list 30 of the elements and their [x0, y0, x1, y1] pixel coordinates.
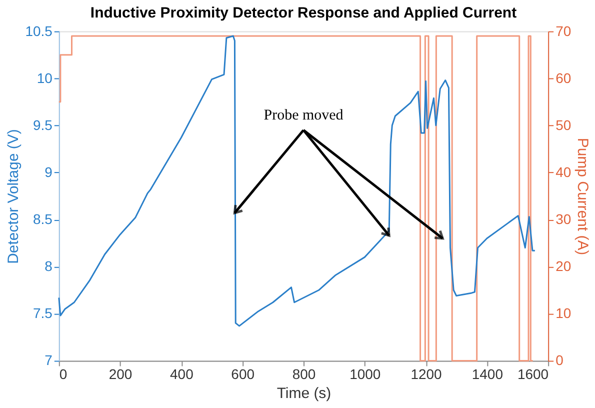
- y-tick-label: 7.5: [32, 305, 53, 322]
- y-tick-label: 9.5: [32, 116, 53, 133]
- y-tick-label: 9: [44, 164, 53, 180]
- y2-tick-label: 0: [556, 352, 564, 368]
- x-tick-label: 400: [170, 366, 194, 382]
- x-tick-label: 200: [108, 366, 132, 382]
- y2-axis-title: Pump Current (A): [574, 138, 592, 256]
- x-tick-label: 1600: [518, 366, 549, 382]
- y-tick-label: 8.5: [32, 211, 53, 228]
- y-tick-label: 10.5: [25, 22, 53, 39]
- y2-tick-label: 40: [556, 164, 572, 180]
- annotation: Probe moved: [264, 108, 344, 124]
- chart-title: Inductive Proximity Detector Response and Applied Current: [90, 4, 517, 22]
- y2-tick-label: 70: [556, 22, 572, 39]
- x-tick-label: 1000: [350, 366, 381, 382]
- x-tick-label: 800: [292, 366, 316, 382]
- y-tick-label: 10: [36, 70, 53, 86]
- y-tick-label: 8: [44, 258, 53, 274]
- x-tick-label: 600: [231, 366, 255, 382]
- x-tick-label: 1200: [410, 366, 442, 382]
- y2-tick-label: 60: [556, 70, 572, 86]
- x-tick-label: 0: [59, 366, 68, 382]
- y2-tick-label: 50: [556, 116, 572, 133]
- x-axis-title: Time (s): [276, 385, 332, 402]
- y2-tick-label: 20: [556, 258, 572, 274]
- x-tick-label: 1400: [472, 366, 504, 382]
- y2-tick-label: 10: [556, 305, 572, 322]
- y-axis-title: Detector Voltage (V): [5, 129, 22, 264]
- y-tick-label: 7: [44, 352, 53, 368]
- y2-tick-label: 30: [556, 211, 572, 228]
